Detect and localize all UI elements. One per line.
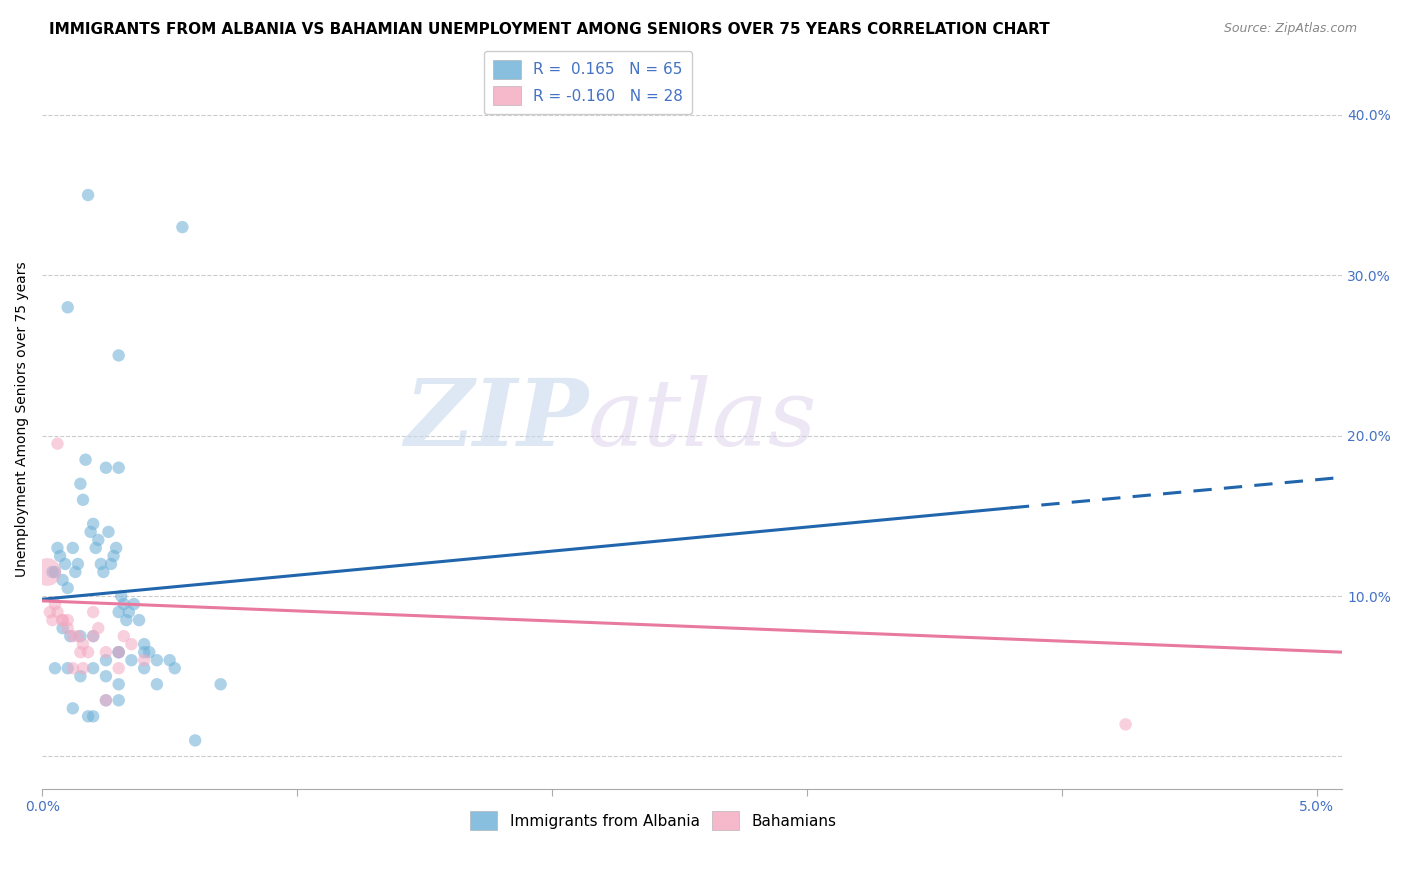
Point [112,629,135,643]
Point [62,629,84,643]
Point [107,677,129,691]
Point [1115,717,1137,731]
Point [94,460,117,475]
Point [82,629,104,643]
Y-axis label: Unemployment Among Seniors over 75 years: Unemployment Among Seniors over 75 years [15,261,30,577]
Point [46,541,69,555]
Point [77,188,100,202]
Point [82,661,104,675]
Point [82,629,104,643]
Point [107,645,129,659]
Text: IMMIGRANTS FROM ALBANIA VS BAHAMIAN UNEMPLOYMENT AMONG SENIORS OVER 75 YEARS COR: IMMIGRANTS FROM ALBANIA VS BAHAMIAN UNEM… [49,22,1050,37]
Point [52,613,75,627]
Point [87,533,110,547]
Point [94,693,117,707]
Point [82,709,104,723]
Point [94,653,117,667]
Point [94,645,117,659]
Point [146,653,169,667]
Point [69,645,91,659]
Point [52,573,75,587]
Legend: Immigrants from Albania, Bahamians: Immigrants from Albania, Bahamians [464,805,842,836]
Point [107,661,129,675]
Text: ZIP: ZIP [404,375,588,465]
Point [146,677,169,691]
Point [107,693,129,707]
Point [107,645,129,659]
Point [112,597,135,611]
Point [75,452,97,467]
Point [138,645,160,659]
Point [134,645,156,659]
Point [90,557,112,571]
Point [120,653,142,667]
Point [62,701,84,715]
Point [72,492,94,507]
Point [115,613,138,627]
Point [56,621,79,635]
Point [65,565,87,579]
Point [105,541,128,555]
Point [46,436,69,450]
Point [56,661,79,675]
Point [122,597,145,611]
Point [120,637,142,651]
Point [52,613,75,627]
Point [107,605,129,619]
Point [107,348,129,362]
Point [97,524,120,539]
Point [84,541,107,555]
Point [82,605,104,619]
Point [77,645,100,659]
Point [44,565,66,579]
Text: Source: ZipAtlas.com: Source: ZipAtlas.com [1223,22,1357,36]
Point [159,653,181,667]
Point [184,733,207,747]
Point [82,516,104,531]
Point [53,557,76,571]
Point [56,301,79,315]
Point [103,549,125,563]
Point [41,613,63,627]
Point [56,613,79,627]
Point [100,557,122,571]
Point [66,557,89,571]
Point [94,669,117,683]
Point [87,621,110,635]
Point [49,549,72,563]
Point [69,669,91,683]
Point [94,693,117,707]
Point [62,661,84,675]
Point [134,637,156,651]
Point [62,541,84,555]
Point [72,637,94,651]
Point [66,629,89,643]
Point [69,629,91,643]
Point [172,220,194,235]
Point [128,613,150,627]
Point [72,661,94,675]
Point [52,621,75,635]
Point [209,677,232,691]
Point [134,653,156,667]
Point [56,581,79,595]
Point [37,565,59,579]
Point [110,589,132,603]
Point [134,661,156,675]
Point [44,661,66,675]
Point [59,629,82,643]
Point [118,605,141,619]
Point [38,605,60,619]
Point [77,709,100,723]
Text: atlas: atlas [588,375,818,465]
Point [46,605,69,619]
Point [79,524,101,539]
Point [93,565,115,579]
Point [41,565,63,579]
Point [163,661,186,675]
Point [69,476,91,491]
Point [107,460,129,475]
Point [107,645,129,659]
Point [44,597,66,611]
